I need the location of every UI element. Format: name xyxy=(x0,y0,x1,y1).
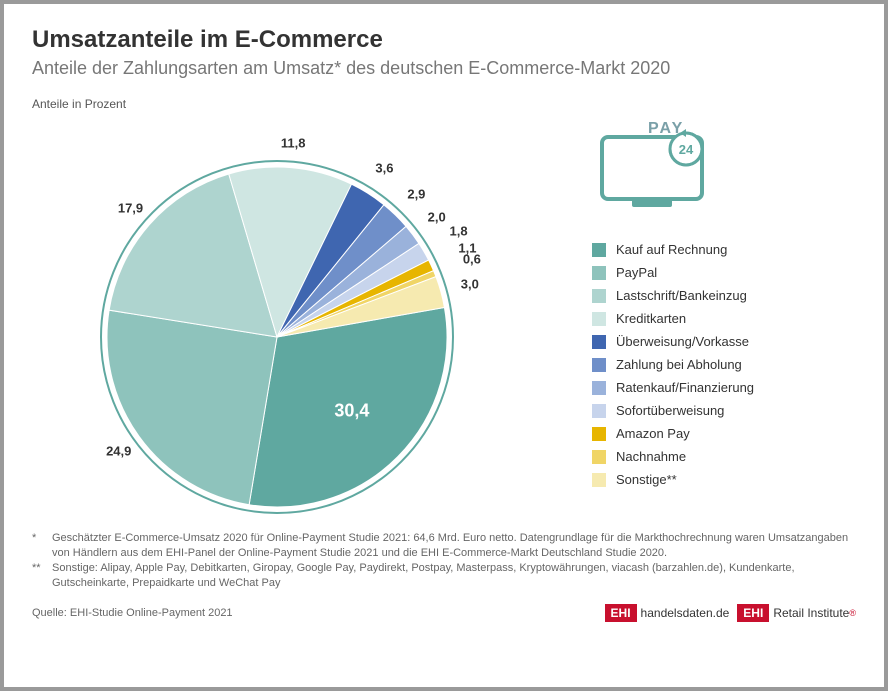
legend-swatch xyxy=(592,289,606,303)
legend-label: Lastschrift/Bankeinzug xyxy=(616,288,747,303)
logo-text-2: Retail Institute xyxy=(773,606,849,620)
svg-text:24: 24 xyxy=(679,142,694,157)
legend-item: Lastschrift/Bankeinzug xyxy=(592,288,856,303)
logo-text-1: handelsdaten.de xyxy=(641,606,730,620)
slice-value-label: 1,8 xyxy=(450,224,468,239)
source-line: Quelle: EHI-Studie Online-Payment 2021 xyxy=(32,607,233,619)
slice-value-label: 3,0 xyxy=(461,276,479,291)
legend-swatch xyxy=(592,404,606,418)
slice-value-label: 2,0 xyxy=(428,209,446,224)
pie-chart: 30,424,917,911,83,62,92,01,81,10,63,0 xyxy=(32,117,502,517)
legend-item: Sofortüberweisung xyxy=(592,403,856,418)
legend-label: Amazon Pay xyxy=(616,426,690,441)
legend-label: Kreditkarten xyxy=(616,311,686,326)
chart-subtitle: Anteile der Zahlungsarten am Umsatz* des… xyxy=(32,58,856,79)
legend-label: Kauf auf Rechnung xyxy=(616,242,727,257)
slice-value-label: 0,6 xyxy=(463,251,481,266)
legend-item: Kauf auf Rechnung xyxy=(592,242,856,257)
footnotes: * Geschätzter E-Commerce-Umsatz 2020 für… xyxy=(32,531,856,590)
legend-item: Zahlung bei Abholung xyxy=(592,357,856,372)
logo-box-icon: EHI xyxy=(605,604,637,622)
legend-item: Sonstige** xyxy=(592,472,856,487)
legend-swatch xyxy=(592,427,606,441)
chart-title: Umsatzanteile im E-Commerce xyxy=(32,26,856,54)
legend-item: Ratenkauf/Finanzierung xyxy=(592,380,856,395)
legend-label: Nachnahme xyxy=(616,449,686,464)
legend-label: Ratenkauf/Finanzierung xyxy=(616,380,754,395)
slice-value-label: 30,4 xyxy=(334,401,369,422)
slice-value-label: 24,9 xyxy=(106,443,131,458)
footnote-mark-2: ** xyxy=(32,561,46,591)
legend-item: PayPal xyxy=(592,265,856,280)
legend-label: PayPal xyxy=(616,265,657,280)
legend-label: Sonstige** xyxy=(616,472,677,487)
logo-box-icon: EHI xyxy=(737,604,769,622)
slice-value-label: 3,6 xyxy=(375,161,393,176)
logo-handelsdaten: EHI handelsdaten.de xyxy=(605,604,730,622)
legend-swatch xyxy=(592,266,606,280)
legend-label: Überweisung/Vorkasse xyxy=(616,334,749,349)
legend-swatch xyxy=(592,243,606,257)
logos: EHI handelsdaten.de EHI Retail Institute… xyxy=(605,604,856,622)
legend-item: Nachnahme xyxy=(592,449,856,464)
footnote-2: Sonstige: Alipay, Apple Pay, Debitkarten… xyxy=(52,561,856,591)
legend-item: Überweisung/Vorkasse xyxy=(592,334,856,349)
footnote-1: Geschätzter E-Commerce-Umsatz 2020 für O… xyxy=(52,531,856,561)
axis-label: Anteile in Prozent xyxy=(32,97,856,111)
legend-swatch xyxy=(592,473,606,487)
slice-value-label: 2,9 xyxy=(407,186,425,201)
legend: Kauf auf Rechnung PayPal Lastschrift/Banke… xyxy=(592,242,856,487)
legend-swatch xyxy=(592,312,606,326)
legend-label: Zahlung bei Abholung xyxy=(616,357,742,372)
footnote-mark-1: * xyxy=(32,531,46,561)
slice-value-label: 11,8 xyxy=(281,135,306,150)
pay-24-icon: PAY 24 xyxy=(592,117,712,217)
legend-swatch xyxy=(592,335,606,349)
pie-slice xyxy=(107,310,277,505)
slice-value-label: 17,9 xyxy=(118,201,143,216)
legend-label: Sofortüberweisung xyxy=(616,403,724,418)
legend-swatch xyxy=(592,381,606,395)
legend-swatch xyxy=(592,450,606,464)
logo-retail-institute: EHI Retail Institute ® xyxy=(737,604,856,622)
legend-swatch xyxy=(592,358,606,372)
legend-item: Kreditkarten xyxy=(592,311,856,326)
legend-item: Amazon Pay xyxy=(592,426,856,441)
